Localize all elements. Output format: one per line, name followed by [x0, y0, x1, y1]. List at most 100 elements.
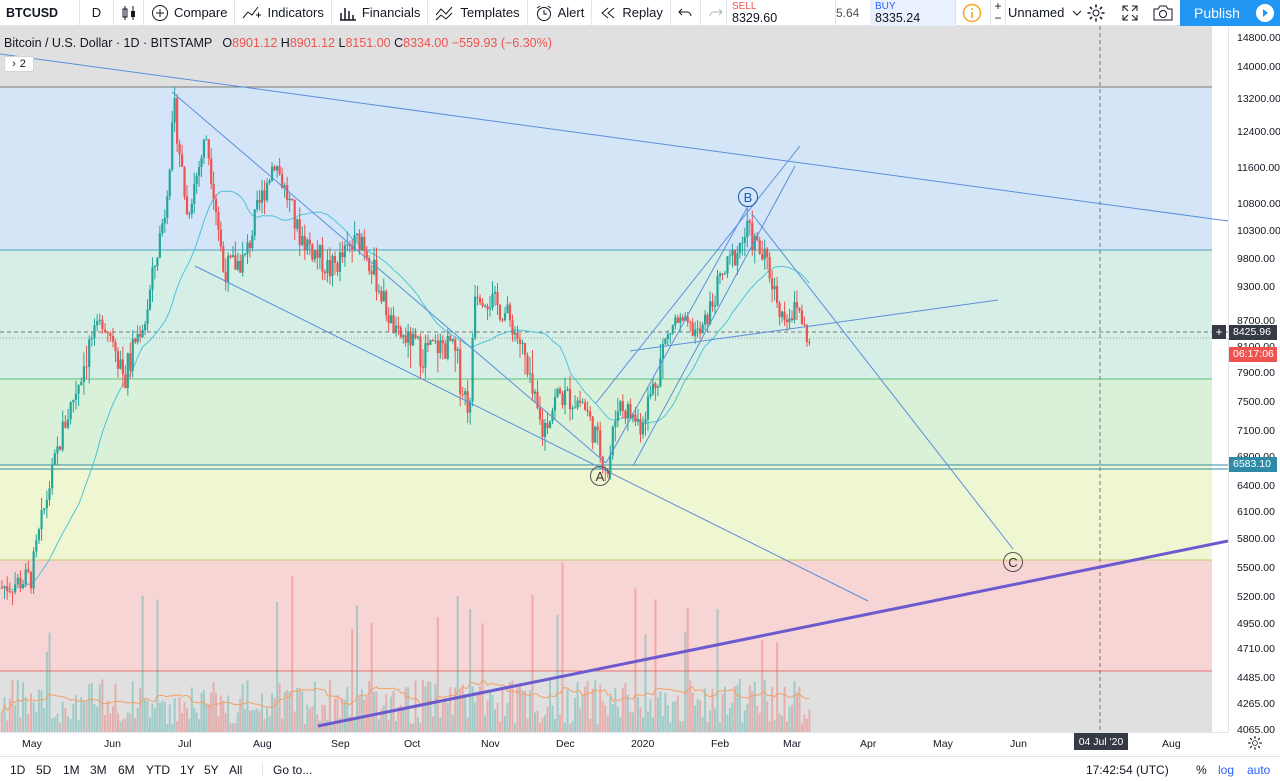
- candle-body: [21, 584, 25, 589]
- volume-bar: [594, 679, 597, 732]
- indicators-button[interactable]: Indicators: [235, 0, 332, 26]
- candle-body: [258, 199, 261, 203]
- buy-button[interactable]: BUY 8335.24: [870, 0, 956, 26]
- replay-button[interactable]: Replay: [592, 0, 671, 26]
- range-button-1d[interactable]: 1D: [10, 763, 26, 777]
- range-button-5d[interactable]: 5D: [36, 763, 52, 777]
- long-support-line[interactable]: [317, 539, 1228, 728]
- candle-body: [614, 420, 617, 427]
- indicators-label: Indicators: [267, 5, 324, 20]
- time-tick-label: Aug: [1162, 738, 1181, 750]
- candle-body: [48, 488, 51, 500]
- candle-body: [634, 414, 637, 422]
- time-tick-label: Feb: [711, 738, 730, 750]
- settings-button[interactable]: [1086, 3, 1106, 26]
- minus-icon[interactable]: −: [994, 11, 1002, 25]
- publish-label: Publish: [1194, 5, 1240, 21]
- templates-button[interactable]: Templates: [428, 0, 528, 26]
- log-scale-toggle[interactable]: log: [1218, 763, 1235, 777]
- fullscreen-button[interactable]: [1120, 3, 1140, 26]
- templates-icon: [435, 6, 453, 20]
- candle-body: [407, 331, 410, 343]
- candle-body: [464, 391, 467, 395]
- price-tick-label: 9300.00: [1237, 281, 1275, 293]
- candle-body: [139, 334, 142, 338]
- volume-bar: [246, 680, 249, 732]
- rise-channel-3[interactable]: [605, 205, 749, 464]
- plus-icon[interactable]: +: [994, 0, 1002, 13]
- rise-channel-1[interactable]: [595, 145, 801, 404]
- candle-body: [58, 446, 62, 450]
- candle-body: [691, 322, 694, 336]
- quantity-stepper[interactable]: + −: [990, 0, 1006, 26]
- alarm-clock-icon: [536, 5, 551, 21]
- channel-lower-line[interactable]: [194, 265, 869, 602]
- volume-bar: [444, 697, 447, 732]
- auto-scale-toggle[interactable]: auto: [1247, 763, 1271, 777]
- candle-body: [416, 336, 420, 338]
- volume-bar: [82, 700, 85, 732]
- range-button-1y[interactable]: 1Y: [180, 763, 195, 777]
- volume-bar: [397, 706, 400, 732]
- candle-body: [365, 251, 368, 259]
- range-button-all[interactable]: All: [229, 763, 243, 777]
- volume-bar: [3, 697, 6, 732]
- wave-label-b[interactable]: B: [738, 187, 758, 207]
- volume-bar: [664, 692, 667, 732]
- price-chart[interactable]: A B C: [0, 26, 1228, 732]
- chart-style-button[interactable]: [114, 0, 144, 26]
- range-button-1m[interactable]: 1M: [63, 763, 80, 777]
- chart-settings-button[interactable]: [1247, 735, 1263, 754]
- wave-label-a[interactable]: A: [590, 466, 610, 486]
- price-tick-label: 4950.00: [1237, 618, 1275, 630]
- candle-body: [523, 342, 527, 356]
- time-axis[interactable]: [0, 732, 1228, 754]
- utc-clock[interactable]: 17:42:54 (UTC): [1086, 763, 1169, 777]
- crosshair-plus-icon[interactable]: +: [1212, 325, 1226, 339]
- candle-body: [728, 255, 732, 257]
- long-trendline[interactable]: [0, 53, 1228, 222]
- symbol-search[interactable]: BTCUSD: [0, 0, 80, 26]
- candle-body: [594, 426, 597, 443]
- snapshot-button[interactable]: [1152, 3, 1174, 26]
- channel-upper-line[interactable]: [171, 91, 607, 464]
- time-tick-label: Apr: [860, 738, 877, 750]
- range-button-5y[interactable]: 5Y: [204, 763, 219, 777]
- compare-button[interactable]: Compare: [144, 0, 236, 26]
- redo-button[interactable]: [701, 0, 731, 26]
- candle-body: [348, 244, 351, 247]
- rise-channel-2[interactable]: [632, 165, 796, 467]
- layout-dropdown[interactable]: Unnamed: [1008, 5, 1082, 20]
- wave-c-projection[interactable]: [751, 213, 1014, 550]
- candle-body: [51, 465, 54, 489]
- interval-button[interactable]: D: [80, 0, 114, 26]
- candle-body: [180, 154, 184, 167]
- indicator-legend-toggle[interactable]: › 2: [4, 56, 34, 72]
- alert-button[interactable]: Alert: [528, 0, 593, 26]
- volume-bar: [109, 713, 112, 732]
- volume-bar: [183, 701, 186, 732]
- volume-bar: [704, 688, 707, 732]
- volume-bar: [176, 721, 179, 732]
- financials-button[interactable]: Financials: [332, 0, 429, 26]
- range-button-6m[interactable]: 6M: [118, 763, 135, 777]
- goto-button[interactable]: Go to...: [262, 763, 312, 777]
- candle-body: [390, 315, 393, 324]
- chart-legend[interactable]: Bitcoin / U.S. Dollar · 1D · BITSTAMP O8…: [4, 36, 552, 50]
- sell-button[interactable]: SELL 8329.60: [726, 0, 836, 26]
- trading-info-button[interactable]: [962, 3, 982, 23]
- wedge-support[interactable]: [629, 299, 999, 352]
- candle-body: [333, 256, 337, 263]
- volume-bar: [748, 685, 751, 732]
- undo-button[interactable]: [671, 0, 701, 26]
- range-button-ytd[interactable]: YTD: [146, 763, 170, 777]
- top-toolbar: BTCUSD D Compare Indicators Financials T…: [0, 0, 1280, 26]
- range-button-3m[interactable]: 3M: [90, 763, 107, 777]
- publish-button[interactable]: Publish: [1180, 0, 1280, 26]
- percent-scale-toggle[interactable]: %: [1196, 763, 1207, 777]
- volume-bar: [104, 714, 107, 732]
- price-axis[interactable]: [1228, 26, 1280, 732]
- volume-bar: [14, 705, 17, 732]
- wave-label-c[interactable]: C: [1003, 552, 1023, 572]
- volume-bar: [589, 718, 592, 732]
